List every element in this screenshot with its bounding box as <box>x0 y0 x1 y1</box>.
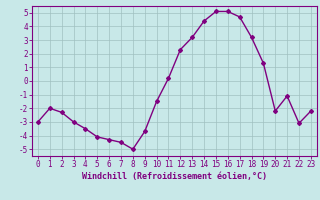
X-axis label: Windchill (Refroidissement éolien,°C): Windchill (Refroidissement éolien,°C) <box>82 172 267 181</box>
